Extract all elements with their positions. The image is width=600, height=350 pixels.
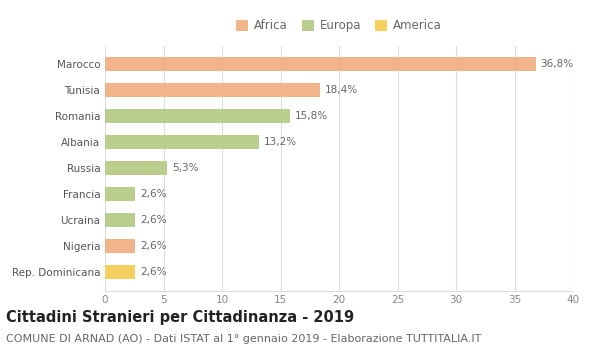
Text: 5,3%: 5,3% [172,163,198,173]
Text: COMUNE DI ARNAD (AO) - Dati ISTAT al 1° gennaio 2019 - Elaborazione TUTTITALIA.I: COMUNE DI ARNAD (AO) - Dati ISTAT al 1° … [6,334,481,344]
Bar [105,187,136,201]
Text: 2,6%: 2,6% [140,241,167,251]
Bar [105,265,136,279]
Bar [105,161,167,175]
Bar [105,135,259,149]
Text: Cittadini Stranieri per Cittadinanza - 2019: Cittadini Stranieri per Cittadinanza - 2… [6,310,354,325]
Text: 2,6%: 2,6% [140,189,167,199]
Legend: Africa, Europa, America: Africa, Europa, America [234,17,444,35]
Text: 13,2%: 13,2% [264,137,297,147]
Bar [105,57,536,71]
Text: 15,8%: 15,8% [295,111,328,121]
Bar [105,213,136,227]
Text: 36,8%: 36,8% [540,59,574,69]
Bar [105,109,290,123]
Text: 2,6%: 2,6% [140,267,167,277]
Bar [105,83,320,97]
Text: 18,4%: 18,4% [325,85,358,95]
Text: 2,6%: 2,6% [140,215,167,225]
Bar [105,239,136,253]
